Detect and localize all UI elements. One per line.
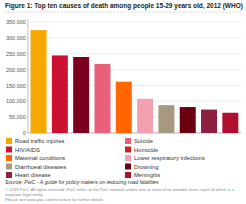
legend-swatch (125, 172, 131, 178)
bar (201, 110, 217, 133)
legend-swatch (125, 147, 131, 153)
y-axis: 0 50,000 100,000 150,000 200,000 250,000 300,0… (6, 19, 241, 136)
bar (73, 57, 89, 133)
grid-line (28, 38, 241, 39)
bar (116, 82, 132, 133)
legend-label: Road traffic injuries (15, 138, 65, 144)
title: Figure 1: Top ten causes of death among … (5, 2, 243, 10)
legend-swatch (125, 155, 131, 161)
source: Source: PwC - A guide for policy makers … (5, 179, 159, 185)
legend-swatch (6, 164, 12, 170)
legend: Road traffic injuries HIV/AIDS Maternal co… (6, 138, 205, 178)
bar (94, 64, 110, 133)
legend-swatch (125, 138, 131, 144)
legend-label: Diarrhoeal diseases (15, 164, 66, 170)
bar (158, 105, 174, 133)
legend-swatch (6, 155, 12, 161)
legend-label: HIV/AIDS (15, 147, 40, 153)
y-tick-label: 250,000 (6, 51, 26, 57)
bars (31, 30, 239, 133)
y-tick-label: 100,000 (6, 98, 26, 104)
grid-line (28, 53, 241, 54)
y-tick-label: 50,000 (9, 114, 26, 120)
y-tick-label: 300,000 (6, 35, 26, 41)
bar (137, 99, 153, 133)
legend-swatch (6, 147, 12, 153)
y-tick-label: 150,000 (6, 83, 26, 89)
legend-swatch (125, 164, 131, 170)
y-axis-line (27, 19, 28, 133)
bar (180, 107, 196, 133)
legend-swatch (6, 172, 12, 178)
legend-label: Drowning (134, 164, 159, 170)
separator (5, 12, 241, 13)
legend-label: Meningitis (134, 172, 160, 178)
legend-label: Heart disease (15, 172, 51, 178)
bar (52, 55, 68, 133)
grid-line (28, 22, 241, 23)
legend-label: Maternal conditions (15, 155, 65, 161)
bar (31, 30, 47, 133)
legend-label: Homicide (134, 147, 158, 153)
legend-label: Suicide (134, 138, 153, 144)
y-tick-label: 200,000 (6, 67, 26, 73)
chart: Figure 1: Top ten causes of death among … (0, 0, 246, 204)
y-tick-label: 350,000 (6, 19, 26, 25)
bar (222, 113, 238, 133)
footnote: Please see www.pwc.com/structure for fur… (5, 197, 105, 202)
y-tick-label: 0 (23, 130, 26, 136)
legend-swatch (6, 138, 12, 144)
legend-label: Lower respiratory infections (134, 155, 205, 161)
